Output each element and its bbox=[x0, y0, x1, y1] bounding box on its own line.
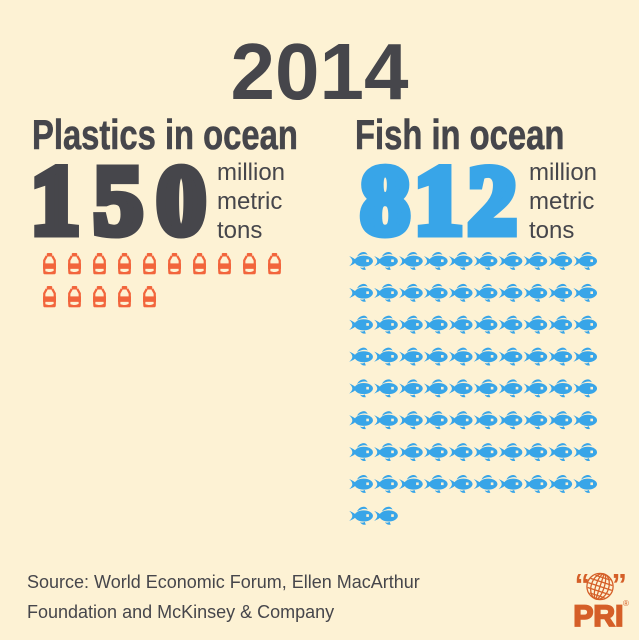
svg-text:“: “ bbox=[575, 567, 591, 602]
svg-text:PRI: PRI bbox=[573, 600, 623, 633]
svg-text:®: ® bbox=[623, 599, 629, 608]
svg-text:”: ” bbox=[612, 567, 628, 602]
